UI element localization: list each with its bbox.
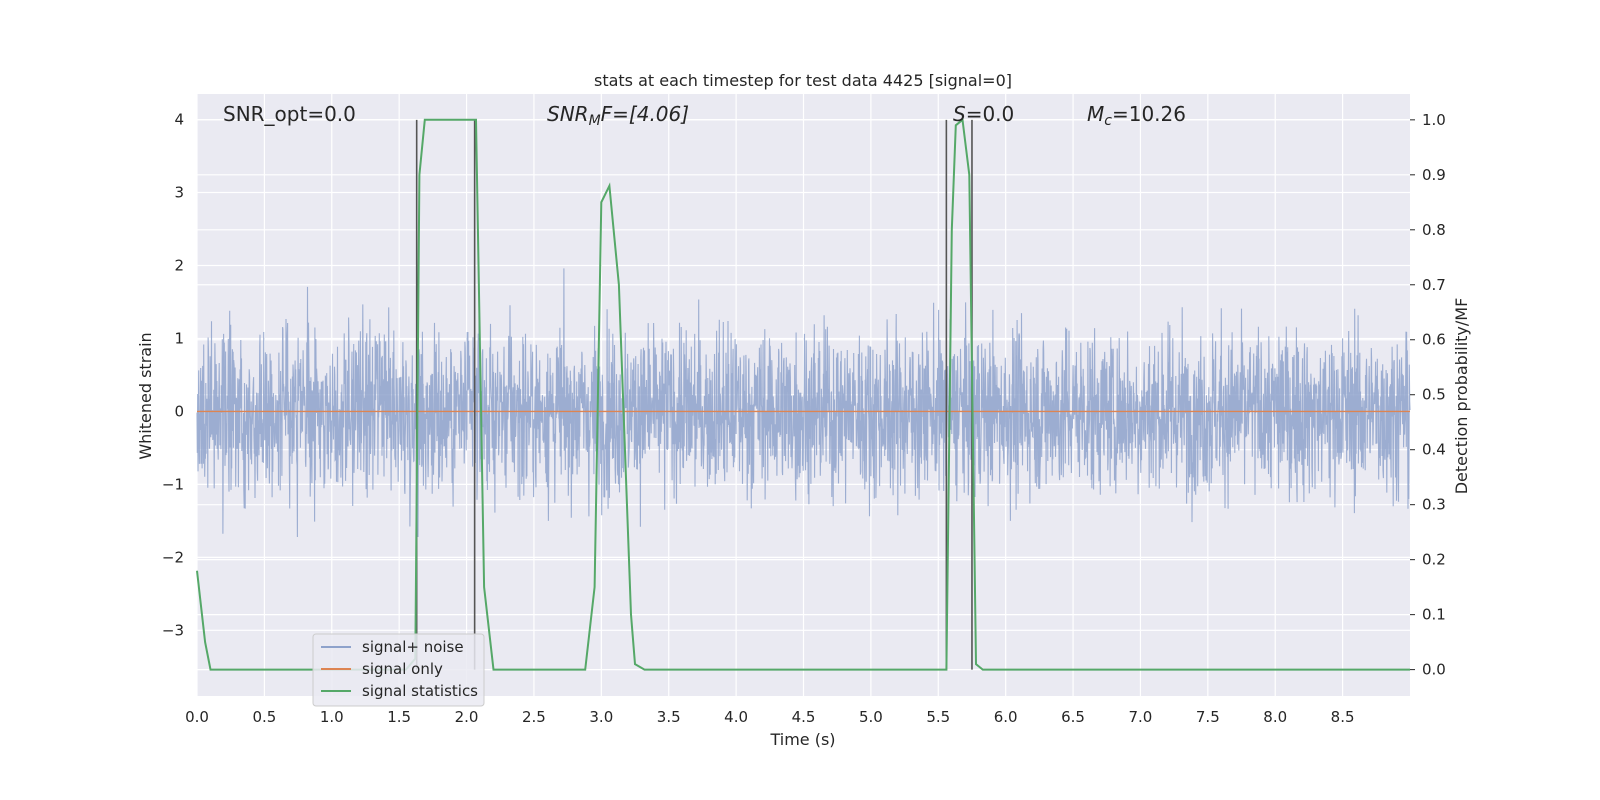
legend-label-signal-noise: signal+ noise (362, 638, 464, 656)
annotation-s-main: S (953, 102, 966, 126)
x-tick-label: 4.5 (792, 708, 816, 726)
x-tick-label: 1.0 (320, 708, 344, 726)
y-axis-label-left: Whitened strain (136, 332, 155, 459)
y-right-tick-label: 0.2 (1422, 551, 1446, 569)
legend-box (312, 633, 485, 707)
y-right-tick-label: 0.3 (1422, 496, 1446, 514)
y-left-tick-label: −3 (162, 621, 184, 639)
annotation-snr-opt: SNR_opt=0.0 (223, 102, 356, 126)
y-left-tick-label: 3 (174, 184, 184, 202)
annotation-mc-sub: c (1104, 113, 1112, 129)
annotation-s-value: =0.0 (966, 102, 1015, 126)
x-tick-label: 5.0 (859, 708, 883, 726)
legend: signal+ noise signal only signal statist… (312, 633, 485, 707)
x-tick-label: 3.0 (589, 708, 613, 726)
x-tick-label: 3.5 (657, 708, 681, 726)
x-tick-label: 0.5 (252, 708, 276, 726)
y-right-tick-label: 0.9 (1422, 166, 1446, 184)
annotation-s: S=0.0 (953, 102, 1014, 126)
x-tick-label: 4.0 (724, 708, 748, 726)
signal-noise-trace (196, 268, 1411, 538)
x-tick-label: 2.0 (455, 708, 479, 726)
y-left-tick-label: 0 (174, 402, 184, 420)
y-right-tick-label: 0.5 (1422, 386, 1446, 404)
y-left-tick-label: −2 (162, 548, 184, 566)
y-right-tick-label: 0.4 (1422, 441, 1446, 459)
tick-labels: 0.0 0.5 1.0 1.5 2.0 2.5 3.0 3.5 4.0 4.5 5.0 5.5 6.0 6… (162, 111, 1446, 726)
x-tick-label: 0.0 (185, 708, 209, 726)
y-left-tick-label: 2 (174, 256, 184, 274)
annotation-snr-mf-main: SNR (547, 102, 589, 126)
annotation-mc-value: =10.26 (1112, 102, 1186, 126)
legend-label-signal-statistics: signal statistics (362, 682, 478, 700)
x-axis-label: Time (s) (769, 730, 835, 749)
x-tick-label: 8.0 (1263, 708, 1287, 726)
y-right-tick-label: 0.1 (1422, 606, 1446, 624)
y-left-tick-label: −1 (162, 475, 184, 493)
y-left-tick-label: 4 (174, 111, 184, 129)
chart-title: stats at each timestep for test data 442… (594, 71, 1012, 90)
y-right-tick-label: 0.8 (1422, 221, 1446, 239)
annotation-snr-mf-f: F=[4.06] (601, 102, 689, 126)
x-tick-label: 5.5 (926, 708, 950, 726)
annotation-snr-mf-sub: M (589, 113, 601, 129)
x-tick-label: 6.0 (994, 708, 1018, 726)
y-axis-label-right: Detection probability/MF (1452, 298, 1471, 495)
x-tick-label: 7.0 (1129, 708, 1153, 726)
x-tick-label: 7.5 (1196, 708, 1220, 726)
y-left-tick-label: 1 (174, 329, 184, 347)
annotation-mc: Mc=10.26 (1087, 102, 1186, 129)
legend-label-signal-only: signal only (362, 660, 443, 678)
signal-noise-series (196, 268, 1411, 538)
y-right-tick-label: 0.0 (1422, 661, 1446, 679)
y-right-tick-label: 1.0 (1422, 111, 1446, 129)
x-tick-label: 6.5 (1061, 708, 1085, 726)
x-tick-label: 8.5 (1331, 708, 1355, 726)
annotation-mc-main: M (1087, 102, 1104, 126)
y-right-tick-label: 0.7 (1422, 276, 1446, 294)
x-tick-label: 1.5 (387, 708, 411, 726)
annotation-snr-mf: SNRMF=[4.06] (547, 102, 689, 129)
x-tick-label: 2.5 (522, 708, 546, 726)
y-right-tick-label: 0.6 (1422, 331, 1446, 349)
